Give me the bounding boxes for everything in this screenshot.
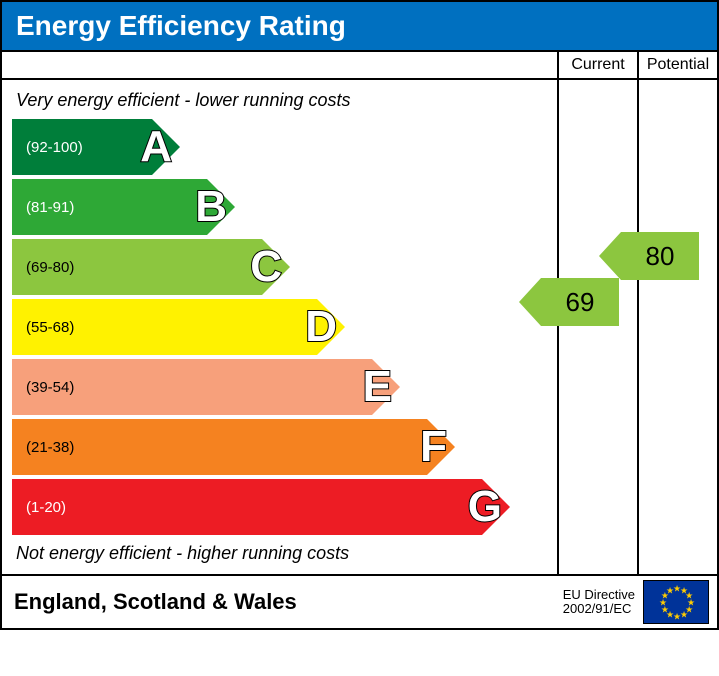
header-row: Current Potential [2,50,717,80]
eu-star-icon: ★ [666,585,674,596]
bar-range: (1-20) [12,499,66,516]
bar-range: (92-100) [12,139,83,156]
bar-letter: C [250,242,282,292]
current-marker: 69 [541,278,619,326]
eu-flag-icon: ★★★★★★★★★★★★ [643,580,709,624]
header-potential: Potential [637,52,717,78]
bar-letter: E [363,362,392,412]
bar-letter: D [305,302,337,352]
bar-row-d: (55-68) D [12,299,547,355]
footer-row: England, Scotland & Wales EU Directive 2… [2,574,717,628]
rating-bar-a: (92-100)A [12,119,152,175]
caption-efficient: Very energy efficient - lower running co… [12,86,547,115]
bar-range: (21-38) [12,439,74,456]
bar-range: (39-54) [12,379,74,396]
header-spacer [2,52,557,78]
title-bar: Energy Efficiency Rating [2,2,717,50]
directive-line1: EU Directive [563,588,635,602]
header-current: Current [557,52,637,78]
bar-row-e: (39-54) E [12,359,547,415]
bar-range: (81-91) [12,199,74,216]
bar-row-b: (81-91) B [12,179,547,235]
bar-row-c: (69-80) C [12,239,547,295]
bar-letter: F [420,422,447,472]
bar-letter: G [468,482,502,532]
bar-row-f: (21-38) F [12,419,547,475]
directive-line2: 2002/91/EC [563,602,635,616]
potential-marker-value: 80 [646,241,675,272]
current-marker-value: 69 [566,287,595,318]
bar-letter: A [140,122,172,172]
column-current: 69 [557,80,637,574]
caption-inefficient: Not energy efficient - higher running co… [12,539,547,568]
chart-area: Very energy efficient - lower running co… [2,80,557,574]
rating-bar-d: (55-68)D [12,299,317,355]
eu-star-icon: ★ [680,610,688,621]
rating-bar-g: (1-20)G [12,479,482,535]
bar-range: (55-68) [12,319,74,336]
directive-text: EU Directive 2002/91/EC [563,588,635,617]
eu-star-icon: ★ [673,612,681,623]
potential-marker: 80 [621,232,699,280]
footer-region: England, Scotland & Wales [2,581,563,623]
rating-bar-e: (39-54)E [12,359,372,415]
title-text: Energy Efficiency Rating [16,10,346,41]
footer-right: EU Directive 2002/91/EC ★★★★★★★★★★★★ [563,576,717,628]
rating-bar-f: (21-38)F [12,419,427,475]
column-potential: 80 [637,80,717,574]
bar-letter: B [195,182,227,232]
rating-bar-c: (69-80)C [12,239,262,295]
bar-row-g: (1-20) G [12,479,547,535]
bar-row-a: (92-100) A [12,119,547,175]
rating-bars: (92-100) A (81-91) B (69-80) C (55-68) D (39-54)… [12,119,547,535]
chart-row: Very energy efficient - lower running co… [2,80,717,574]
rating-bar-b: (81-91)B [12,179,207,235]
bar-range: (69-80) [12,259,74,276]
epc-chart: Energy Efficiency Rating Current Potenti… [0,0,719,630]
